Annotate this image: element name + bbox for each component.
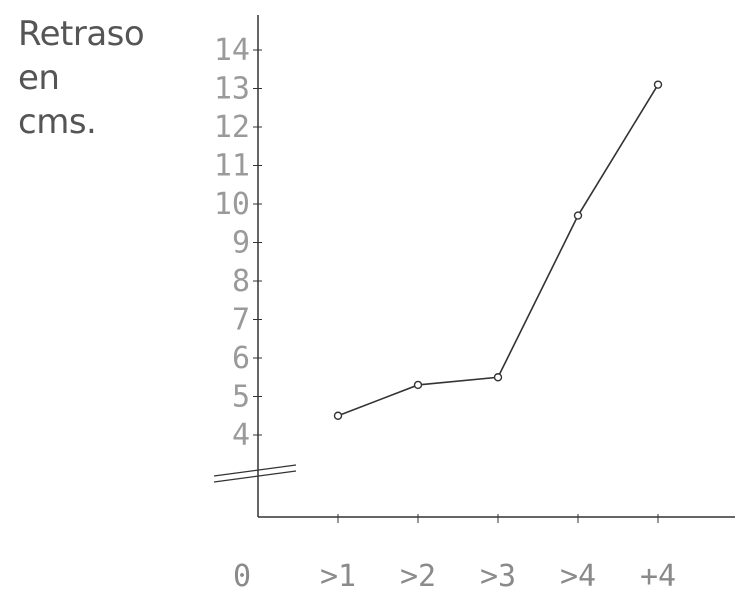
axes bbox=[213, 15, 735, 518]
y-tick-label: 5 bbox=[232, 380, 250, 415]
x-tick-label: >3 bbox=[480, 559, 516, 594]
y-tick-label: 13 bbox=[214, 72, 250, 107]
series-line bbox=[337, 84, 659, 417]
y-axis-label-line: en bbox=[18, 58, 60, 98]
y-tick-label: 12 bbox=[214, 110, 250, 145]
y-tick-label: 4 bbox=[232, 418, 250, 453]
y-tick-label: 14 bbox=[214, 33, 250, 68]
x-tick-label: >2 bbox=[400, 559, 436, 594]
y-tick-label: 9 bbox=[232, 226, 250, 261]
y-axis-label-line: Retraso bbox=[18, 14, 145, 54]
y-tick-label: 6 bbox=[232, 341, 250, 376]
y-tick-label: 7 bbox=[232, 303, 250, 338]
axis-break-mark bbox=[213, 464, 297, 477]
data-point bbox=[653, 80, 663, 89]
series-group bbox=[333, 80, 663, 420]
y-axis-label: Retraso en cms. bbox=[18, 12, 145, 144]
x-tick-label: >1 bbox=[320, 559, 356, 594]
x-tick-label: >4 bbox=[560, 559, 596, 594]
y-tick-label: 8 bbox=[232, 264, 250, 299]
x-ticks: 0 >1 >2 >3 >4 +4 bbox=[233, 514, 676, 594]
y-axis-label-line: cms. bbox=[18, 102, 97, 142]
x-tick-label: 0 bbox=[233, 559, 251, 594]
data-point bbox=[573, 211, 583, 220]
axis-break-mark bbox=[213, 470, 297, 483]
y-tick-label: 10 bbox=[214, 187, 250, 222]
x-tick-label: +4 bbox=[640, 559, 676, 594]
data-point bbox=[333, 411, 343, 420]
data-point bbox=[413, 380, 423, 390]
data-point bbox=[493, 373, 503, 382]
y-tick-label: 11 bbox=[214, 149, 250, 184]
